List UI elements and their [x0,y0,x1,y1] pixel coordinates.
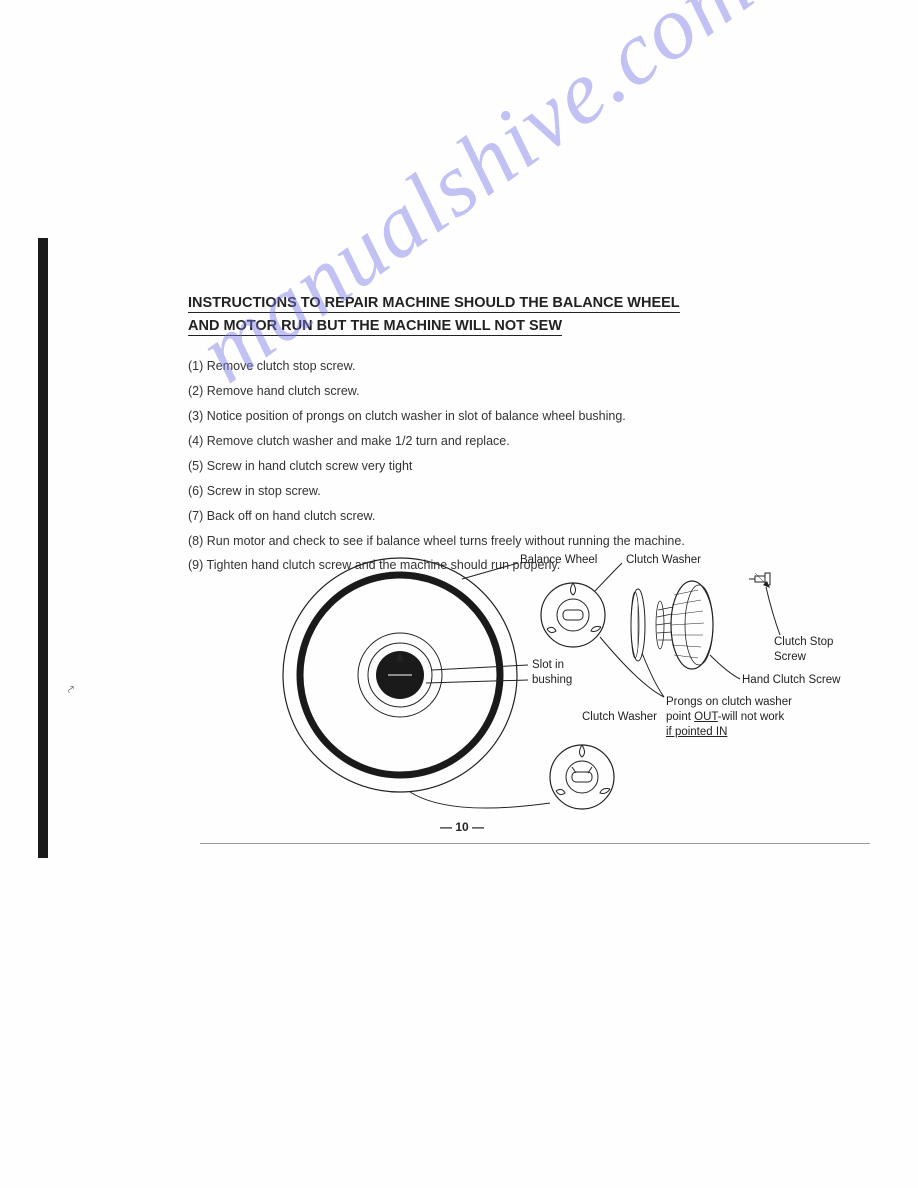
title-line-1: INSTRUCTIONS TO REPAIR MACHINE SHOULD TH… [188,295,680,313]
clutch-washer-bottom-icon [550,745,614,809]
step: (4) Remove clutch washer and make 1/2 tu… [188,431,868,453]
scan-artifact: ⤳ [64,682,80,696]
label-slot-bushing: Slot in bushing [532,658,572,688]
content: INSTRUCTIONS TO REPAIR MACHINE SHOULD TH… [188,292,868,580]
hand-clutch-screw-icon [656,581,713,669]
step: (8) Run motor and check to see if balanc… [188,531,868,553]
steps-list: (1) Remove clutch stop screw. (2) Remove… [188,356,868,577]
scan-binding-edge [38,238,48,858]
step: (7) Back off on hand clutch screw. [188,506,868,528]
page-title: INSTRUCTIONS TO REPAIR MACHINE SHOULD TH… [188,292,868,338]
step: (3) Notice position of prongs on clutch … [188,406,868,428]
label-clutch-stop-screw: Clutch Stop Screw [774,635,833,665]
page-number: — 10 — [440,820,484,834]
label-clutch-washer-top: Clutch Washer [626,553,701,568]
step: (5) Screw in hand clutch screw very tigh… [188,456,868,478]
page: ⤳ INSTRUCTIONS TO REPAIR MACHINE SHOULD … [0,0,918,1188]
clutch-washer-top-icon [541,583,605,647]
step: (1) Remove clutch stop screw. [188,356,868,378]
side-disc-icon [631,589,645,661]
diagram: Balance Wheel Clutch Washer Slot in bush… [250,555,890,835]
label-prongs-note: Prongs on clutch washerpoint OUT-will no… [666,695,792,740]
title-line-2: AND MOTOR RUN BUT THE MACHINE WILL NOT S… [188,318,562,336]
step: (6) Screw in stop screw. [188,481,868,503]
diagram-svg [250,555,890,835]
label-hand-clutch-screw: Hand Clutch Screw [742,673,840,688]
step: (2) Remove hand clutch screw. [188,381,868,403]
label-clutch-washer-bottom: Clutch Washer [582,710,657,725]
footer-rule [200,843,870,844]
balance-wheel-icon [283,558,517,792]
label-balance-wheel: Balance Wheel [520,553,597,568]
